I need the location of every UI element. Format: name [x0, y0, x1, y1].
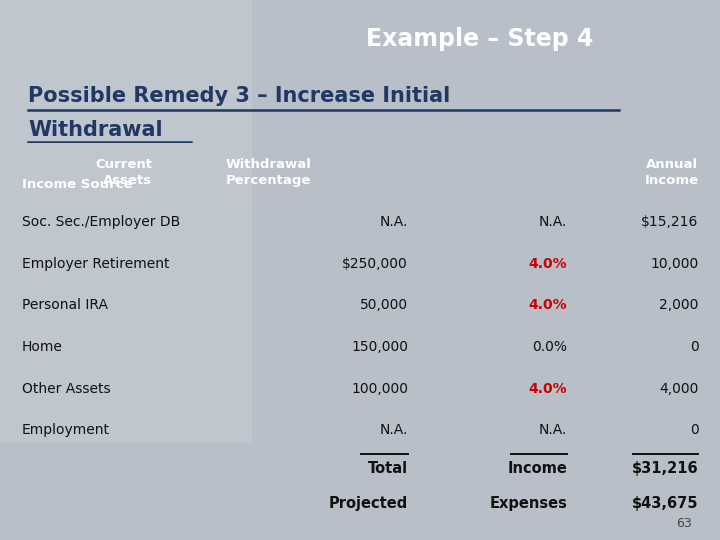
Text: 50,000: 50,000 [360, 299, 408, 312]
Text: Home: Home [22, 340, 63, 354]
Text: 0: 0 [690, 423, 698, 437]
Text: 100,000: 100,000 [351, 382, 408, 395]
Text: Possible Remedy 3 – Increase Initial: Possible Remedy 3 – Increase Initial [28, 86, 451, 106]
Text: Personal IRA: Personal IRA [22, 299, 107, 312]
Text: 4.0%: 4.0% [528, 382, 567, 395]
Text: Example – Step 4: Example – Step 4 [366, 27, 593, 51]
Bar [0, 0, 252, 443]
Text: 4,000: 4,000 [659, 382, 698, 395]
Text: 4.0%: 4.0% [528, 257, 567, 271]
Text: Annual
Income: Annual Income [644, 158, 698, 187]
Text: Projected: Projected [329, 496, 408, 511]
Text: N.A.: N.A. [379, 423, 408, 437]
Text: $250,000: $250,000 [342, 257, 408, 271]
Text: 0.0%: 0.0% [532, 340, 567, 354]
Text: Total: Total [368, 461, 408, 476]
Text: Employment: Employment [22, 423, 109, 437]
Text: Income Source: Income Source [22, 178, 132, 191]
Text: Soc. Sec./Employer DB: Soc. Sec./Employer DB [22, 215, 180, 229]
Text: N.A.: N.A. [539, 423, 567, 437]
Text: Withdrawal
Percentage: Withdrawal Percentage [225, 158, 311, 187]
Text: 63: 63 [676, 517, 692, 530]
Text: 150,000: 150,000 [351, 340, 408, 354]
Text: N.A.: N.A. [379, 215, 408, 229]
Text: 4.0%: 4.0% [528, 299, 567, 312]
Text: N.A.: N.A. [539, 215, 567, 229]
Text: Other Assets: Other Assets [22, 382, 110, 395]
Text: 0: 0 [690, 340, 698, 354]
Text: 2,000: 2,000 [659, 299, 698, 312]
Text: Current
Assets: Current Assets [95, 158, 153, 187]
Text: $43,675: $43,675 [632, 496, 698, 511]
Text: Expenses: Expenses [489, 496, 567, 511]
Text: Employer Retirement: Employer Retirement [22, 257, 169, 271]
Text: $31,216: $31,216 [631, 461, 698, 476]
Text: Income: Income [507, 461, 567, 476]
Text: $15,216: $15,216 [641, 215, 698, 229]
Text: Withdrawal: Withdrawal [28, 120, 163, 140]
Text: 10,000: 10,000 [650, 257, 698, 271]
